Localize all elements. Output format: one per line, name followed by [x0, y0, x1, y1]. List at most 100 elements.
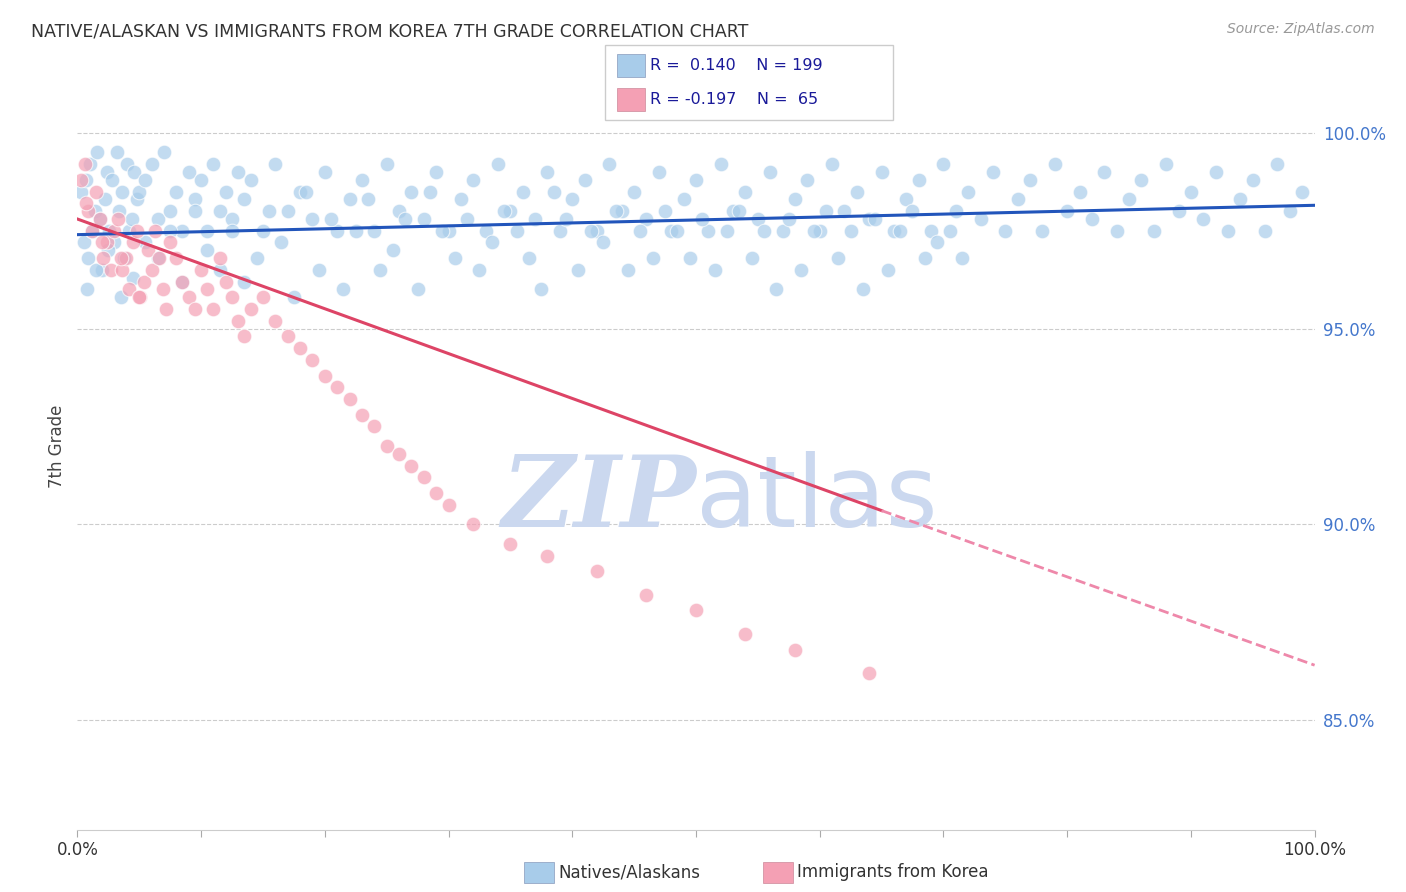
Point: [536, 549, 558, 563]
Point: [808, 224, 831, 238]
Point: [747, 212, 769, 227]
Point: [957, 185, 980, 199]
Point: [586, 564, 609, 578]
Point: [184, 204, 207, 219]
Point: [697, 224, 720, 238]
Point: [1118, 193, 1140, 207]
Point: [561, 193, 583, 207]
Point: [375, 157, 398, 171]
Point: [579, 224, 602, 238]
Point: [463, 173, 485, 187]
Point: [1216, 224, 1239, 238]
Point: [112, 251, 135, 265]
Point: [110, 290, 132, 304]
Point: [765, 282, 787, 296]
Point: [308, 263, 330, 277]
Point: [474, 224, 496, 238]
Point: [208, 251, 231, 265]
Point: [339, 193, 361, 207]
Point: [105, 145, 128, 160]
Point: [190, 173, 212, 187]
Point: [1043, 157, 1066, 171]
Point: [716, 224, 738, 238]
Point: [381, 244, 404, 258]
Point: [195, 244, 218, 258]
Point: [152, 282, 174, 296]
Point: [1143, 224, 1166, 238]
Point: [814, 204, 837, 219]
Point: [155, 301, 177, 316]
Point: [1130, 173, 1153, 187]
Point: [190, 263, 212, 277]
Text: Natives/Alaskans: Natives/Alaskans: [558, 863, 700, 881]
Point: [125, 193, 148, 207]
Point: [98, 224, 121, 238]
Point: [146, 212, 169, 227]
Point: [592, 235, 614, 250]
Text: R =  0.140    N = 199: R = 0.140 N = 199: [650, 58, 823, 73]
Point: [636, 212, 658, 227]
Point: [277, 204, 299, 219]
Point: [97, 244, 120, 258]
Point: [388, 204, 411, 219]
Point: [326, 224, 349, 238]
Point: [375, 439, 398, 453]
Point: [111, 185, 134, 199]
Point: [865, 212, 887, 227]
Point: [143, 224, 166, 238]
Point: [270, 235, 292, 250]
Point: [226, 314, 249, 328]
Point: [605, 204, 627, 219]
Point: [91, 263, 114, 277]
Point: [790, 263, 813, 277]
Point: [1205, 165, 1227, 179]
Point: [128, 290, 150, 304]
Point: [122, 235, 145, 250]
Point: [858, 212, 880, 227]
Point: [165, 251, 187, 265]
Point: [233, 329, 256, 343]
Point: [463, 517, 485, 532]
Point: [950, 251, 973, 265]
Point: [363, 224, 385, 238]
Point: [89, 212, 111, 227]
Point: [103, 235, 125, 250]
Text: R = -0.197    N =  65: R = -0.197 N = 65: [650, 92, 818, 107]
Point: [148, 251, 170, 265]
Point: [1069, 185, 1091, 199]
Point: [114, 251, 136, 265]
Point: [870, 165, 893, 179]
Point: [121, 212, 143, 227]
Point: [246, 251, 269, 265]
Point: [79, 157, 101, 171]
Point: [370, 263, 392, 277]
Point: [796, 173, 818, 187]
Text: ZIP: ZIP: [501, 451, 696, 548]
Point: [896, 193, 918, 207]
Point: [659, 224, 682, 238]
Point: [494, 204, 516, 219]
Point: [76, 282, 98, 296]
Point: [100, 263, 122, 277]
Point: [734, 627, 756, 641]
Point: [215, 275, 238, 289]
Point: [406, 282, 429, 296]
Point: [907, 173, 929, 187]
Point: [128, 185, 150, 199]
Point: [555, 212, 578, 227]
Point: [118, 282, 141, 296]
Point: [388, 447, 411, 461]
Text: atlas: atlas: [696, 451, 938, 549]
Point: [1229, 193, 1251, 207]
Point: [125, 224, 148, 238]
Point: [239, 301, 262, 316]
Point: [103, 224, 125, 238]
Point: [530, 282, 553, 296]
Point: [617, 263, 640, 277]
Point: [134, 235, 156, 250]
Point: [277, 329, 299, 343]
Point: [221, 212, 243, 227]
Point: [524, 212, 547, 227]
Text: Source: ZipAtlas.com: Source: ZipAtlas.com: [1227, 22, 1375, 37]
Point: [301, 212, 323, 227]
